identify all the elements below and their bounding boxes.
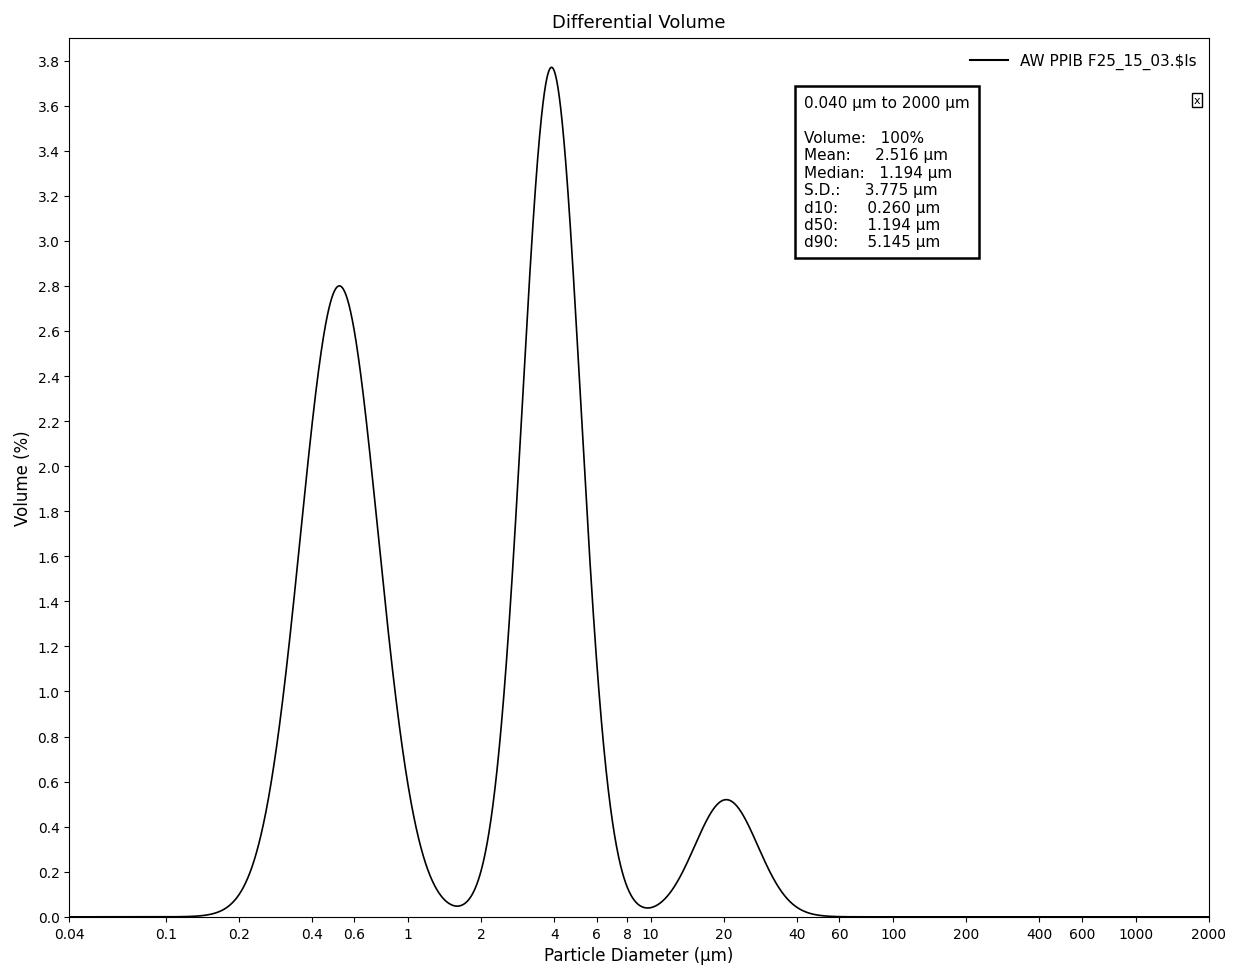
Title: Differential Volume: Differential Volume	[552, 14, 725, 32]
X-axis label: Particle Diameter (μm): Particle Diameter (μm)	[544, 946, 734, 964]
Text: x: x	[1194, 96, 1200, 106]
Text: 0.040 μm to 2000 μm

Volume:   100%
Mean:     2.516 μm
Median:   1.194 μm
S.D.: : 0.040 μm to 2000 μm Volume: 100% Mean: 2…	[805, 96, 970, 250]
Y-axis label: Volume (%): Volume (%)	[14, 430, 32, 526]
Legend: AW PPIB F25_15_03.$ls: AW PPIB F25_15_03.$ls	[963, 48, 1203, 76]
